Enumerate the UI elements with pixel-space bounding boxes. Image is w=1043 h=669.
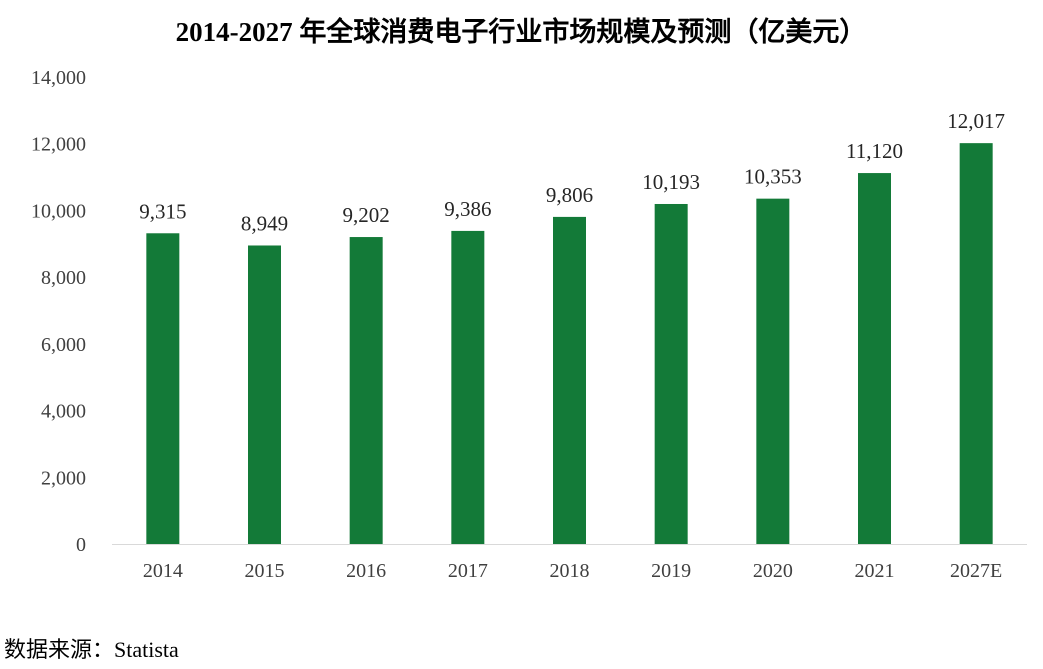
y-tick-label: 6,000 — [41, 334, 86, 356]
data-label: 9,315 — [139, 199, 186, 223]
bar — [756, 198, 790, 544]
bar — [451, 230, 485, 544]
x-tick-label: 2017 — [448, 560, 488, 582]
y-tick-label: 12,000 — [31, 134, 86, 156]
y-tick-label: 10,000 — [31, 200, 86, 222]
data-label: 9,202 — [343, 203, 390, 227]
y-tick-label: 4,000 — [41, 401, 86, 423]
bar — [654, 203, 688, 544]
x-tick-label: 2027E — [950, 560, 1002, 582]
data-label: 8,949 — [241, 211, 288, 235]
x-tick-label: 2019 — [651, 560, 691, 582]
data-label: 12,017 — [947, 109, 1005, 133]
y-tick-label: 2,000 — [41, 467, 86, 489]
x-tick-label: 2021 — [855, 560, 895, 582]
y-tick-label: 8,000 — [41, 267, 86, 289]
bar — [959, 143, 993, 544]
x-tick-label: 2016 — [346, 560, 386, 582]
bar — [146, 233, 180, 545]
y-axis: 0 2,000 4,000 6,000 8,000 10,000 12,000 14,000 — [31, 67, 86, 556]
y-tick-label: 0 — [76, 534, 86, 556]
x-tick-label: 2020 — [753, 560, 793, 582]
data-labels: 9,315 8,949 9,202 9,386 9,806 10,193 10,353 11,… — [139, 109, 1005, 235]
bar — [349, 237, 383, 544]
chart-title: 2014-2027 年全球消费电子行业市场规模及预测（亿美元） — [176, 16, 867, 47]
x-axis: 2014 2015 2016 2017 2018 2019 2020 2021 2027E — [112, 544, 1027, 582]
bar — [553, 216, 586, 545]
data-label: 11,120 — [846, 139, 903, 163]
source-note: 数据来源：Statista — [4, 637, 179, 662]
data-label: 9,806 — [546, 183, 593, 207]
data-label: 10,193 — [642, 170, 700, 194]
y-tick-label: 14,000 — [31, 67, 86, 89]
bars — [146, 143, 993, 545]
bar — [248, 245, 281, 544]
x-tick-label: 2018 — [550, 560, 590, 582]
data-label: 9,386 — [444, 197, 491, 221]
data-label: 10,353 — [744, 165, 802, 189]
x-tick-label: 2015 — [245, 560, 285, 582]
bar — [858, 173, 891, 544]
x-tick-label: 2014 — [143, 560, 183, 582]
